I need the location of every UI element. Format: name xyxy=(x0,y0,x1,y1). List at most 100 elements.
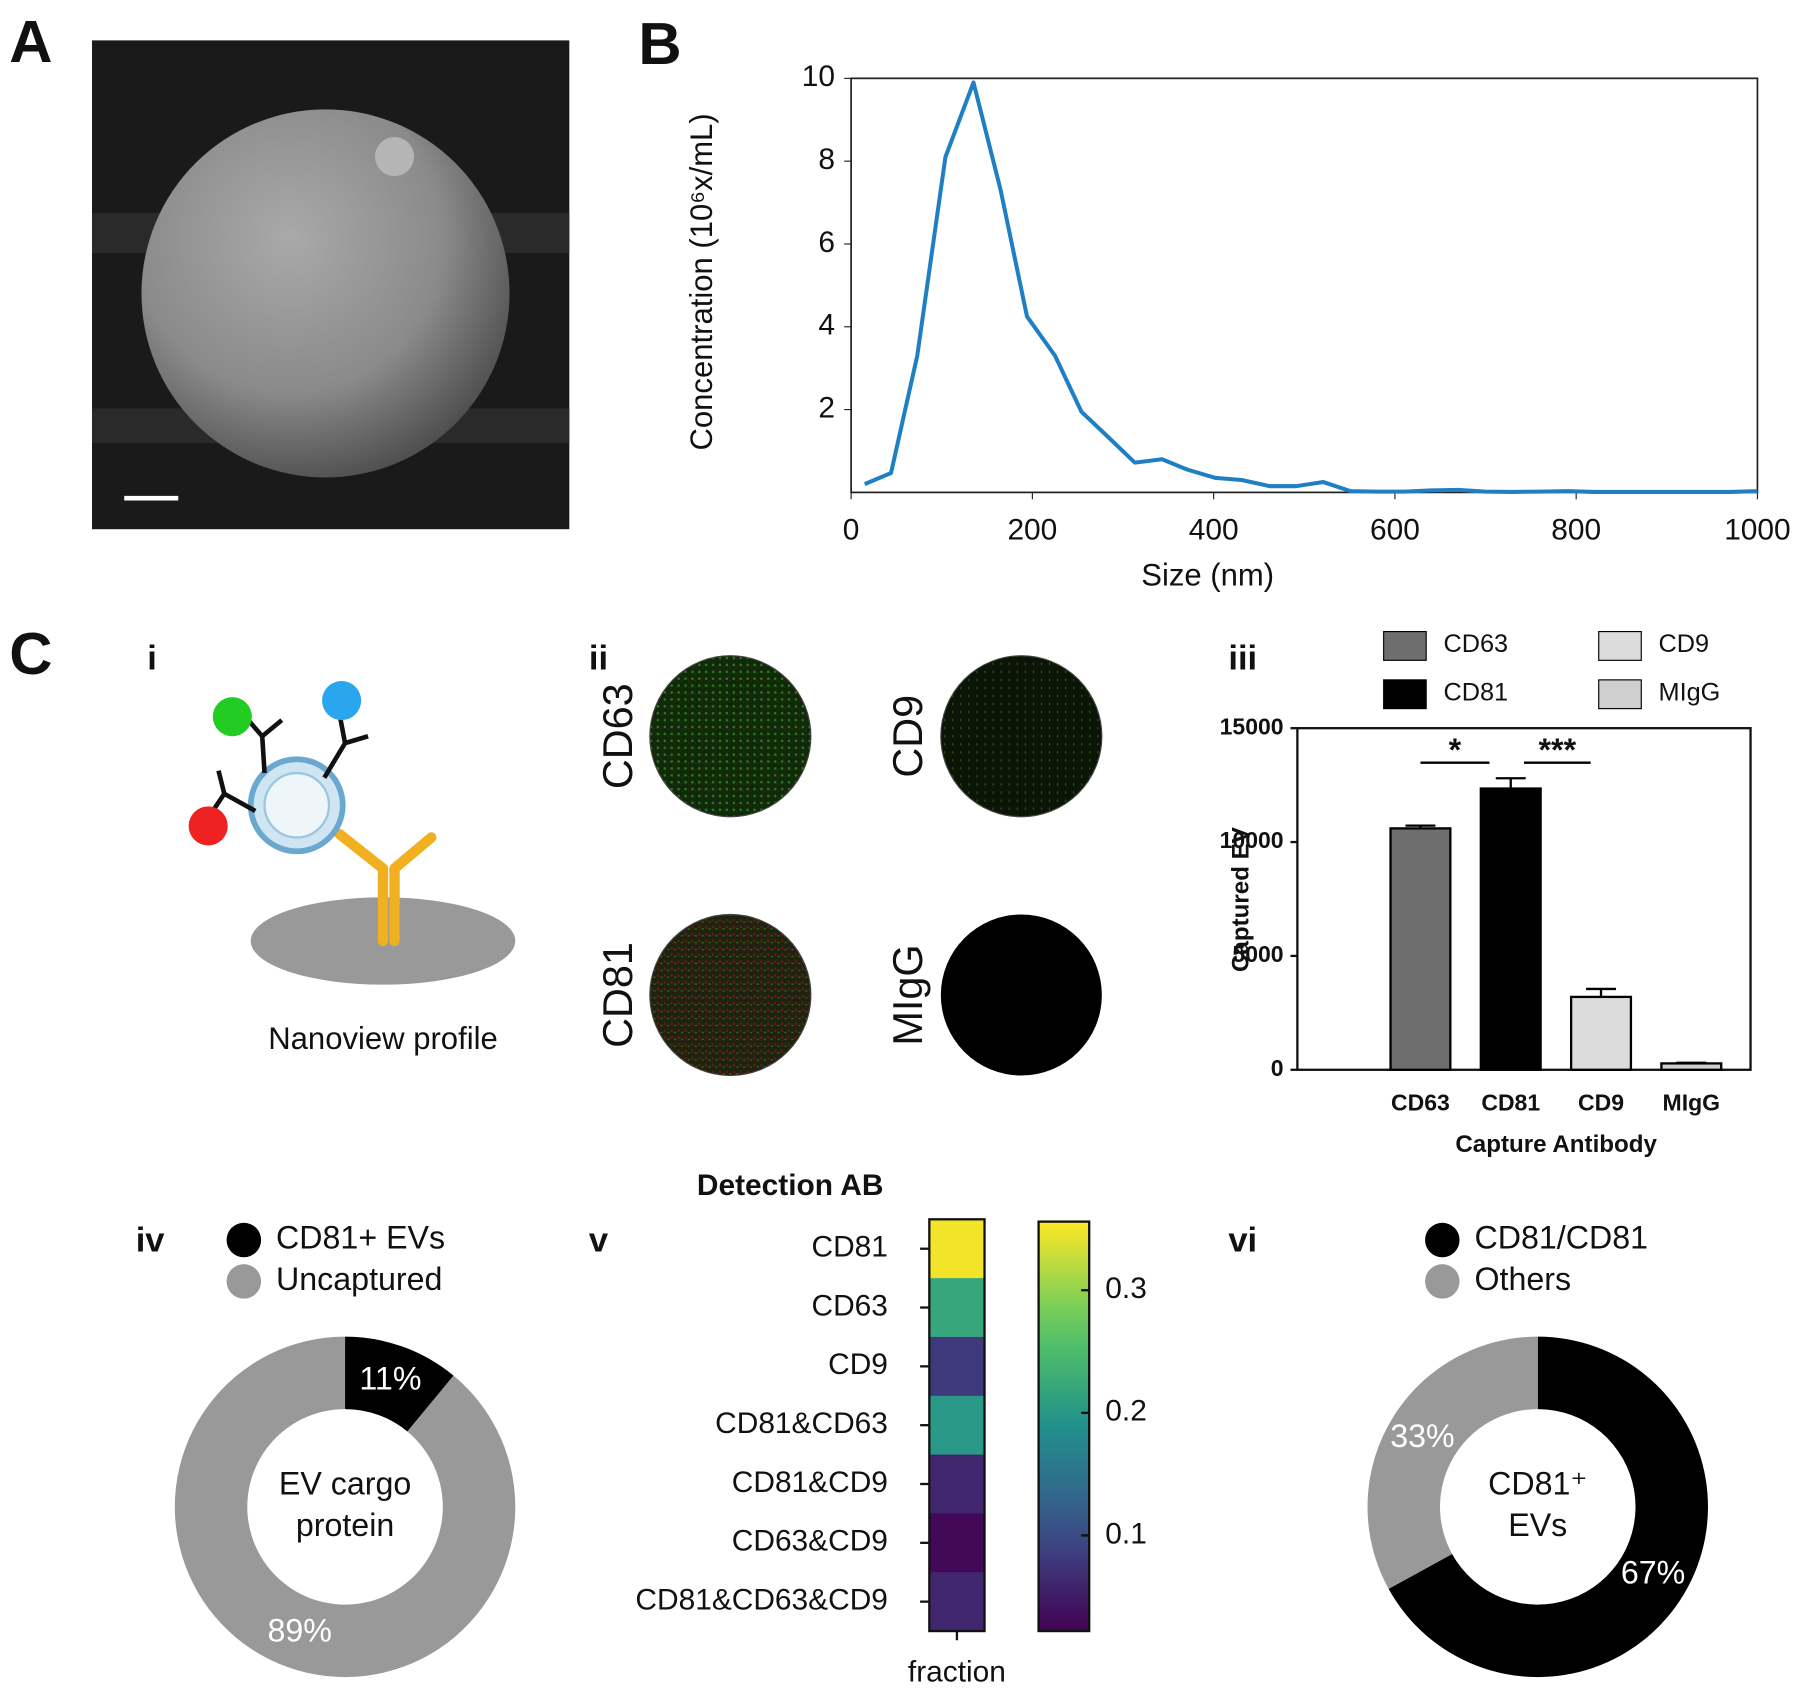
legend-label: Others xyxy=(1475,1261,1572,1297)
y-tick-label: 6 xyxy=(818,226,835,259)
x-axis-label: fraction xyxy=(908,1656,1006,1689)
bar xyxy=(1569,995,1633,1071)
row-label: CD63&CD9 xyxy=(732,1525,888,1558)
x-tick-label: CD63 xyxy=(1391,1089,1450,1115)
bar xyxy=(1660,1062,1723,1071)
y-tick-label: 4 xyxy=(818,309,835,342)
capture-antibody xyxy=(334,828,437,947)
x-axis-label: Size (nm) xyxy=(1141,558,1274,593)
center-label: CD81⁺ xyxy=(1488,1466,1587,1502)
sem-bump xyxy=(374,137,415,177)
colorbar-tick-label: 0.3 xyxy=(1105,1272,1147,1305)
x-tick-label: 600 xyxy=(1370,513,1420,546)
x-tick-label: 400 xyxy=(1189,513,1239,546)
x-tick-label: 200 xyxy=(1007,513,1057,546)
image-cd63 xyxy=(649,655,812,818)
panel-label: ii xyxy=(589,639,608,677)
schematic-caption: Nanoview profile xyxy=(268,1021,498,1056)
legend-label: CD63 xyxy=(1443,630,1508,658)
heatmap-cell xyxy=(929,1513,985,1573)
bar xyxy=(1479,787,1542,1071)
panel-label: iv xyxy=(136,1221,166,1259)
y-tick-label: 0 xyxy=(1271,1055,1284,1081)
image-label: MIgG xyxy=(885,944,931,1045)
center-label: EV cargo xyxy=(279,1466,411,1502)
legend-marker xyxy=(1425,1222,1460,1258)
y-tick-label: 8 xyxy=(818,143,835,176)
y-tick-label: 10 xyxy=(802,60,835,93)
legend-marker xyxy=(1425,1264,1460,1299)
y-tick-label: 2 xyxy=(818,391,835,424)
y-tick-label: 5000 xyxy=(1232,941,1283,967)
legend-swatch xyxy=(1598,679,1642,710)
donut-segment xyxy=(345,1336,454,1432)
value-label: 67% xyxy=(1621,1555,1685,1591)
detection-antibodies xyxy=(208,717,369,816)
fluor-red xyxy=(188,806,228,846)
bar xyxy=(1389,827,1452,1071)
heatmap-cell xyxy=(929,1336,985,1397)
fluor-blue xyxy=(322,681,362,721)
significance-label: * xyxy=(1449,732,1462,768)
panel-label: A xyxy=(9,8,52,75)
panel-label: i xyxy=(147,639,157,677)
plot-frame xyxy=(850,77,1759,494)
x-tick-label: CD81 xyxy=(1481,1089,1540,1115)
heatmap-cell xyxy=(929,1278,985,1338)
panel-label: vi xyxy=(1228,1221,1257,1259)
donut-segment xyxy=(1367,1336,1538,1589)
row-label: CD81&CD63&CD9 xyxy=(635,1584,888,1617)
heatmap-cell xyxy=(929,1219,985,1279)
x-tick-label: 0 xyxy=(843,513,860,546)
legend-marker xyxy=(226,1264,262,1299)
size-distribution-line xyxy=(863,80,1758,494)
row-label: CD81&CD9 xyxy=(732,1466,888,1499)
legend-label: CD9 xyxy=(1659,630,1710,658)
image-label: CD9 xyxy=(885,695,931,778)
panel-label: B xyxy=(638,10,681,77)
center-label: EVs xyxy=(1508,1507,1567,1543)
colorbar-tick-label: 0.2 xyxy=(1105,1395,1147,1428)
x-tick-label: 1000 xyxy=(1724,513,1791,546)
value-label: 89% xyxy=(267,1612,331,1648)
row-label: CD81&CD63 xyxy=(715,1407,888,1440)
legend-marker xyxy=(226,1222,262,1258)
heatmap-cell xyxy=(929,1572,985,1632)
sem-particle xyxy=(141,109,510,478)
donut-segment xyxy=(1388,1336,1708,1678)
legend-label: CD81 xyxy=(1443,678,1508,706)
error-bar xyxy=(1676,1061,1707,1064)
legend-label: CD81/CD81 xyxy=(1475,1220,1649,1256)
legend-label: Uncaptured xyxy=(276,1261,442,1297)
panel-label: iii xyxy=(1228,639,1257,677)
image-cd9 xyxy=(940,655,1103,818)
colorbar-tick-label: 0.1 xyxy=(1105,1517,1147,1550)
row-label: CD63 xyxy=(812,1289,888,1322)
x-tick-label: CD9 xyxy=(1578,1089,1624,1115)
heatmap-cell xyxy=(929,1454,985,1514)
y-tick-label: 15000 xyxy=(1220,713,1284,739)
y-axis-label: Captured EV xyxy=(1228,827,1255,972)
row-label: CD9 xyxy=(828,1348,888,1381)
vesicle-lumen xyxy=(263,771,331,839)
legend-swatch xyxy=(1383,679,1427,710)
image-cd81 xyxy=(649,913,812,1077)
image-label: CD63 xyxy=(595,683,641,789)
x-tick-label: 800 xyxy=(1551,513,1601,546)
center-label: protein xyxy=(296,1507,394,1543)
error-bar xyxy=(1586,987,1616,997)
error-bar xyxy=(1495,777,1526,789)
value-label: 33% xyxy=(1390,1418,1454,1454)
y-axis-label: Concentration (10⁶x/mL) xyxy=(684,113,719,450)
significance-label: *** xyxy=(1539,732,1577,768)
colorbar xyxy=(1037,1220,1091,1633)
panel-label: v xyxy=(589,1221,609,1259)
heatmap-title: Detection AB xyxy=(697,1169,884,1202)
legend-swatch xyxy=(1383,630,1427,661)
legend-label: CD81+ EVs xyxy=(276,1220,445,1256)
donut-segment xyxy=(174,1336,516,1678)
panel-label: C xyxy=(9,620,52,687)
value-label: 11% xyxy=(359,1360,421,1396)
